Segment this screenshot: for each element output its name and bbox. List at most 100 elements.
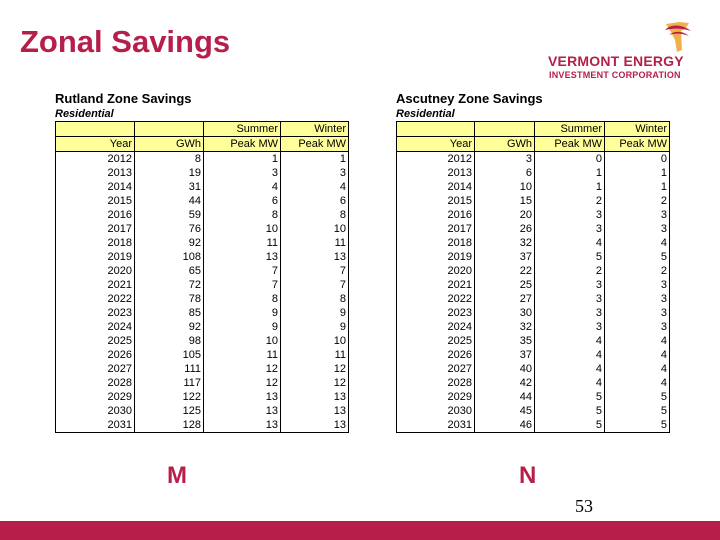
table-cell: 59 [134,208,204,222]
table-cell: 1 [203,151,281,166]
table-row: 2014 10 1 1 [396,180,670,194]
table-cell: 37 [474,348,535,362]
table-row: 2016 59 8 8 [55,208,349,222]
table-cell: 2 [534,264,605,278]
table-cell: 2028 [55,376,135,390]
table-cell: 2 [604,264,670,278]
veic-logo: VERMONT ENERGY INVESTMENT CORPORATION [548,20,693,80]
table-cell: 98 [134,334,204,348]
table-cell: 4 [534,376,605,390]
table-row: 2019 37 5 5 [396,250,670,264]
table-cell: 2019 [396,250,475,264]
table-cell: 22 [474,264,535,278]
table-cell: 6 [474,166,535,180]
table-cell: 4 [534,334,605,348]
table-cell: 4 [534,348,605,362]
table-cell: 13 [203,390,281,404]
table-cell: 25 [474,278,535,292]
table-cell: 2016 [55,208,135,222]
table-cell: 12 [280,376,349,390]
table-cell: 42 [474,376,535,390]
table-cell: 12 [203,362,281,376]
table-cell: 9 [203,306,281,320]
table-row: 2022 27 3 3 [396,292,670,306]
table-cell: 11 [203,348,281,362]
ascutney-title: Ascutney Zone Savings [396,91,543,106]
table-row: 2025 35 4 4 [396,334,670,348]
column-header: Winter [604,121,670,137]
table-cell: 45 [474,404,535,418]
table-cell: 13 [203,250,281,264]
table-row: 2023 30 3 3 [396,306,670,320]
table-cell: 3 [534,278,605,292]
column-header: GWh [474,136,535,152]
table-cell: 2021 [55,278,135,292]
table-cell: 4 [604,348,670,362]
table-row: 2021 25 3 3 [396,278,670,292]
column-header: Year [55,136,135,152]
table-cell: 5 [604,250,670,264]
table-cell: 4 [534,362,605,376]
table-cell: 2027 [55,362,135,376]
table-cell: 0 [534,151,605,166]
table-cell: 10 [203,334,281,348]
table-row: 2018 92 11 11 [55,236,349,250]
column-header: Summer [534,121,605,137]
table-cell: 13 [280,390,349,404]
table-row: 2022 78 8 8 [55,292,349,306]
table-row: 2031 128 13 13 [55,418,349,433]
table-cell: 2015 [55,194,135,208]
table-row: 2013 6 1 1 [396,166,670,180]
table-cell: 65 [134,264,204,278]
table-cell: 19 [134,166,204,180]
table-cell: 44 [134,194,204,208]
table-cell: 3 [604,222,670,236]
column-header [55,121,135,137]
column-header: Peak MW [604,136,670,152]
table-cell: 2020 [396,264,475,278]
table-row: 2020 65 7 7 [55,264,349,278]
table-cell: 2026 [396,348,475,362]
table-cell: 2026 [55,348,135,362]
table-row: 2028 42 4 4 [396,376,670,390]
table-cell: 3 [203,166,281,180]
table-cell: 2023 [396,306,475,320]
table-row: 2012 3 0 0 [396,151,670,166]
table-cell: 2024 [396,320,475,334]
table-cell: 2029 [396,390,475,404]
ascutney-subtitle: Residential [396,108,455,120]
table-cell: 2031 [396,418,475,433]
table-cell: 3 [604,208,670,222]
table-cell: 31 [134,180,204,194]
table-cell: 4 [604,376,670,390]
table-cell: 15 [474,194,535,208]
table-cell: 32 [474,320,535,334]
table-row: 2017 76 10 10 [55,222,349,236]
table-cell: 3 [604,278,670,292]
table-cell: 13 [280,250,349,264]
table-cell: 10 [280,222,349,236]
table-cell: 2022 [55,292,135,306]
label-m: M [167,462,187,489]
column-header: Winter [280,121,349,137]
table-cell: 2031 [55,418,135,433]
table-cell: 20 [474,208,535,222]
table-cell: 2018 [396,236,475,250]
table-cell: 8 [280,292,349,306]
table-row: 2025 98 10 10 [55,334,349,348]
table-row: 2015 15 2 2 [396,194,670,208]
table-cell: 92 [134,320,204,334]
table-cell: 76 [134,222,204,236]
table-cell: 2028 [396,376,475,390]
table-cell: 1 [534,180,605,194]
column-header: GWh [134,136,204,152]
logo-line-1: VERMONT ENERGY [548,53,684,69]
ascutney-panel: Ascutney Zone Savings Residential Summer… [396,91,670,433]
table-row: 2016 20 3 3 [396,208,670,222]
page-title: Zonal Savings [20,24,231,59]
table-cell: 40 [474,362,535,376]
table-cell: 12 [280,362,349,376]
logo-line-2: INVESTMENT CORPORATION [549,70,681,80]
table-cell: 10 [203,222,281,236]
table-cell: 2030 [396,404,475,418]
